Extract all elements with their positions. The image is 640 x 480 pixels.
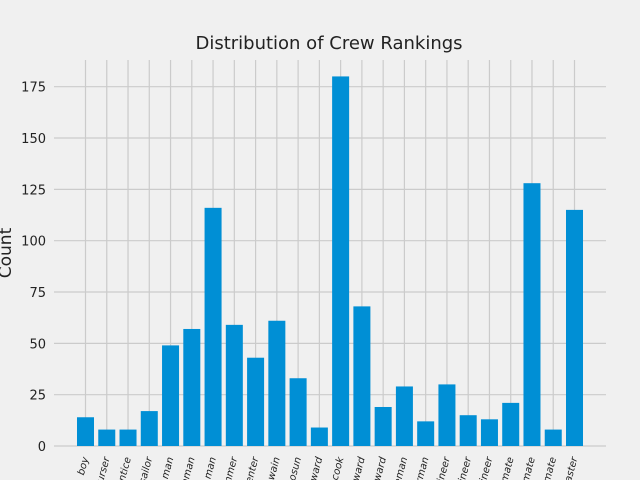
x-tick-label: osun (287, 456, 304, 480)
bar (162, 345, 180, 446)
bar (544, 429, 562, 446)
x-tick-label: ward (351, 455, 368, 480)
bar (353, 306, 371, 446)
bar (459, 415, 477, 446)
x-tick-label: eman (392, 456, 410, 480)
bar (395, 386, 413, 446)
bar (140, 411, 158, 446)
x-tick-label: ineer (436, 455, 453, 480)
bar (225, 324, 243, 446)
x-tick-label: man (160, 456, 176, 480)
bar (417, 421, 435, 446)
bar (565, 209, 584, 446)
bar (204, 207, 222, 446)
bar (98, 429, 116, 446)
y-tick-label: 150 (21, 132, 46, 147)
bar (289, 378, 307, 446)
bar (523, 183, 541, 447)
bar (332, 76, 350, 446)
x-tick-label: rman (414, 456, 431, 480)
x-tick-label: ward (308, 455, 325, 480)
x-tick-label: enter (244, 455, 262, 480)
x-tick-label: cook (330, 455, 347, 480)
x-tick-label: mate (542, 456, 559, 480)
x-tick-label: sailor (138, 455, 156, 480)
x-tick-label: mmer (222, 455, 241, 480)
bar (374, 406, 392, 446)
x-tick-label: urser (95, 455, 113, 480)
bar (438, 384, 456, 446)
y-tick-label: 50 (29, 337, 46, 352)
x-tick-label: boy (76, 455, 92, 477)
x-tick-label: ineer (478, 455, 495, 480)
bar (119, 429, 137, 446)
x-tick-label: aster (563, 455, 580, 480)
y-tick-label: 25 (29, 389, 46, 404)
y-tick-label: 125 (21, 183, 46, 198)
x-axis-ticks: boy urser entice sailor man aman man mmer enter w… (76, 455, 581, 480)
x-tick-label: ward (372, 455, 389, 480)
y-tick-label: 75 (29, 286, 46, 301)
bar (247, 357, 265, 446)
x-tick-label: wain (266, 456, 283, 480)
y-axis-label: Count (0, 227, 16, 278)
y-axis-ticks: 0 25 50 75 100 125 150 175 (21, 81, 46, 455)
gridlines (54, 60, 606, 447)
bar (268, 320, 286, 446)
bar (183, 328, 201, 446)
bars (76, 76, 584, 447)
y-tick-label: 175 (21, 81, 46, 96)
bar (480, 419, 498, 446)
bar (76, 417, 95, 446)
x-tick-label: entice (115, 456, 134, 480)
x-tick-label: man (203, 456, 219, 480)
x-tick-label: aman (180, 456, 198, 480)
y-tick-label: 0 (38, 440, 46, 455)
bar (310, 427, 328, 446)
y-tick-label: 100 (21, 235, 46, 250)
x-tick-label: ineer (457, 455, 474, 480)
bar (502, 402, 520, 446)
x-tick-label: mate (521, 456, 538, 480)
chart-title: Distribution of Crew Rankings (195, 33, 462, 54)
x-tick-label: mate (499, 456, 516, 480)
